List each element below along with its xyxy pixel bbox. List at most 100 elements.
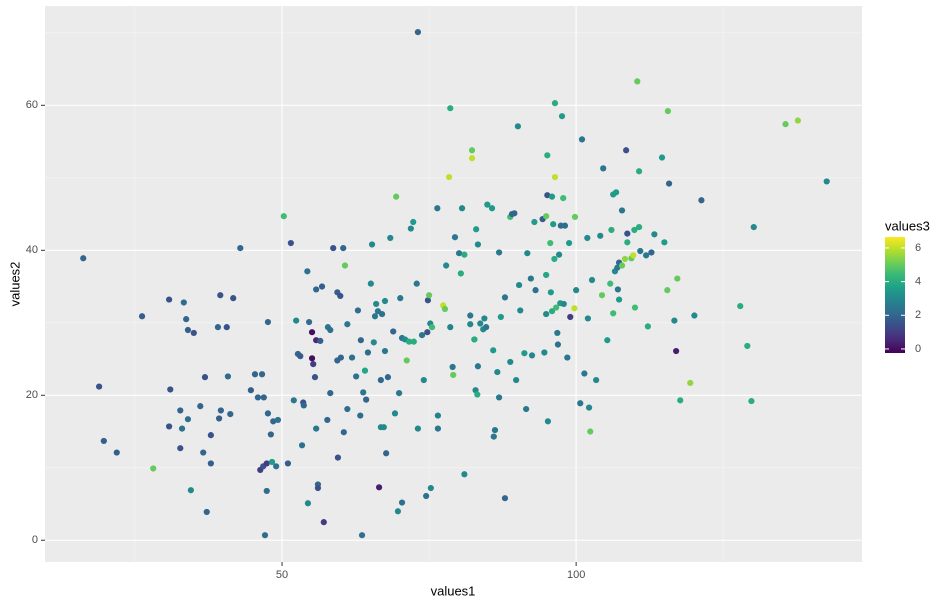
point — [280, 213, 287, 220]
point — [664, 108, 671, 115]
point — [273, 463, 280, 470]
point — [571, 213, 579, 221]
point — [340, 429, 347, 436]
point — [311, 374, 319, 381]
point — [555, 251, 563, 258]
point — [584, 234, 591, 242]
point — [230, 295, 237, 302]
point — [327, 389, 334, 397]
point — [381, 347, 389, 355]
legend-title: values3 — [885, 218, 930, 233]
point — [434, 412, 442, 419]
point — [375, 484, 383, 491]
point — [407, 225, 414, 232]
point — [254, 394, 262, 401]
point — [567, 313, 574, 321]
point — [263, 460, 270, 467]
point — [604, 337, 611, 344]
point — [544, 152, 551, 159]
x-tick-label: 50 — [276, 569, 288, 581]
point — [461, 471, 468, 478]
point — [363, 396, 370, 403]
point — [387, 234, 394, 242]
point — [424, 297, 432, 304]
point — [420, 376, 427, 384]
point — [541, 349, 548, 356]
point — [794, 117, 801, 124]
point — [447, 324, 454, 331]
point — [560, 300, 567, 308]
point — [390, 328, 397, 335]
point — [578, 136, 586, 143]
point — [344, 405, 351, 413]
point — [495, 249, 503, 256]
point — [737, 303, 744, 310]
point — [483, 324, 490, 331]
point — [553, 304, 560, 311]
y-tick-label: 20 — [26, 389, 38, 401]
point — [621, 255, 629, 263]
point — [377, 376, 384, 384]
point — [560, 194, 567, 202]
points — [80, 28, 830, 539]
point — [618, 262, 626, 269]
point — [644, 323, 651, 330]
point — [290, 397, 297, 404]
point — [364, 349, 372, 356]
point — [414, 28, 422, 36]
point — [284, 460, 292, 467]
point — [687, 379, 694, 387]
point — [744, 342, 751, 350]
point — [261, 532, 269, 539]
point — [823, 178, 830, 185]
point — [497, 313, 504, 321]
point — [334, 454, 342, 461]
point — [268, 458, 276, 466]
point — [490, 347, 497, 354]
point — [327, 326, 334, 334]
point — [615, 296, 623, 303]
point — [467, 312, 474, 319]
point — [443, 262, 450, 269]
point — [514, 123, 522, 130]
point — [584, 315, 592, 322]
point — [348, 354, 356, 361]
point — [624, 230, 631, 237]
point — [214, 324, 222, 331]
point — [395, 389, 403, 397]
point — [113, 449, 120, 456]
point — [418, 332, 426, 339]
point — [223, 324, 230, 331]
point — [691, 312, 698, 319]
point — [495, 394, 503, 401]
point — [488, 205, 496, 212]
point — [558, 113, 566, 120]
point — [405, 338, 413, 345]
point — [237, 245, 244, 252]
point — [391, 410, 399, 417]
point — [353, 373, 360, 380]
point — [264, 410, 272, 417]
point — [251, 371, 259, 378]
point — [393, 193, 400, 200]
point — [423, 492, 430, 500]
point — [550, 221, 557, 228]
point — [532, 287, 539, 294]
point — [314, 484, 322, 492]
point — [361, 367, 369, 374]
point — [368, 241, 376, 248]
point — [750, 223, 757, 231]
point — [384, 374, 392, 381]
point — [528, 352, 536, 359]
point — [337, 292, 344, 300]
point — [138, 313, 146, 320]
point — [548, 193, 556, 200]
point — [370, 339, 377, 346]
point — [457, 270, 464, 277]
point — [260, 394, 267, 401]
point — [623, 147, 630, 154]
point — [287, 239, 294, 247]
point — [80, 255, 87, 262]
point — [635, 168, 643, 175]
